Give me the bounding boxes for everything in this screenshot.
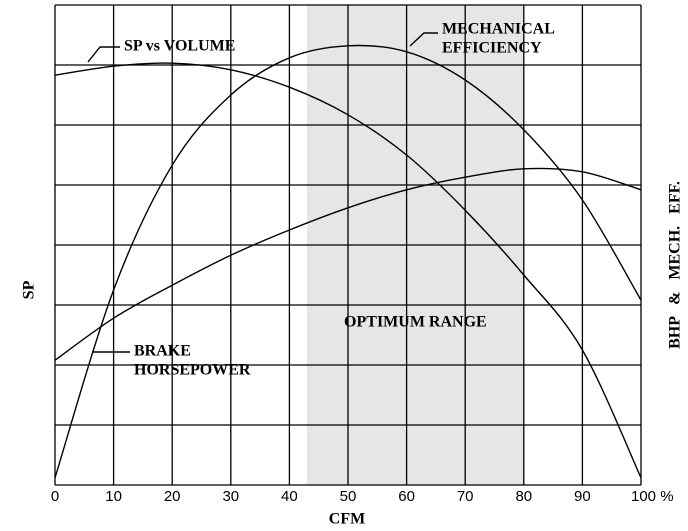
y-axis-label: SP bbox=[21, 280, 38, 299]
x-tick-label: 80 bbox=[515, 488, 532, 505]
curve bbox=[54, 167, 642, 361]
x-tick-label: 100 % bbox=[631, 488, 674, 505]
curve-label: EFFICIENCY bbox=[442, 40, 542, 57]
y2-axis-label: BHP & MECH. EFF. bbox=[667, 181, 684, 349]
x-tick-label: 70 bbox=[457, 488, 474, 505]
curve-label: HORSEPOWER bbox=[134, 362, 251, 379]
curve-label: BRAKE bbox=[134, 343, 191, 360]
x-axis-label: CFM bbox=[329, 511, 365, 528]
curve bbox=[54, 62, 642, 479]
x-tick-label: 30 bbox=[222, 488, 239, 505]
leader-line bbox=[409, 32, 438, 47]
leader-line bbox=[87, 46, 120, 63]
range-label: OPTIMUM RANGE bbox=[344, 314, 487, 331]
x-tick-label: 40 bbox=[281, 488, 298, 505]
x-tick-label: 50 bbox=[340, 488, 357, 505]
x-tick-label: 60 bbox=[398, 488, 415, 505]
curve-label: MECHANICAL bbox=[442, 21, 555, 38]
x-tick-label: 90 bbox=[574, 488, 591, 505]
curve-label: SP vs VOLUME bbox=[124, 38, 235, 55]
curve bbox=[54, 44, 642, 479]
x-tick-label: 10 bbox=[105, 488, 122, 505]
x-tick-label: 0 bbox=[51, 488, 59, 505]
x-tick-label: 20 bbox=[164, 488, 181, 505]
